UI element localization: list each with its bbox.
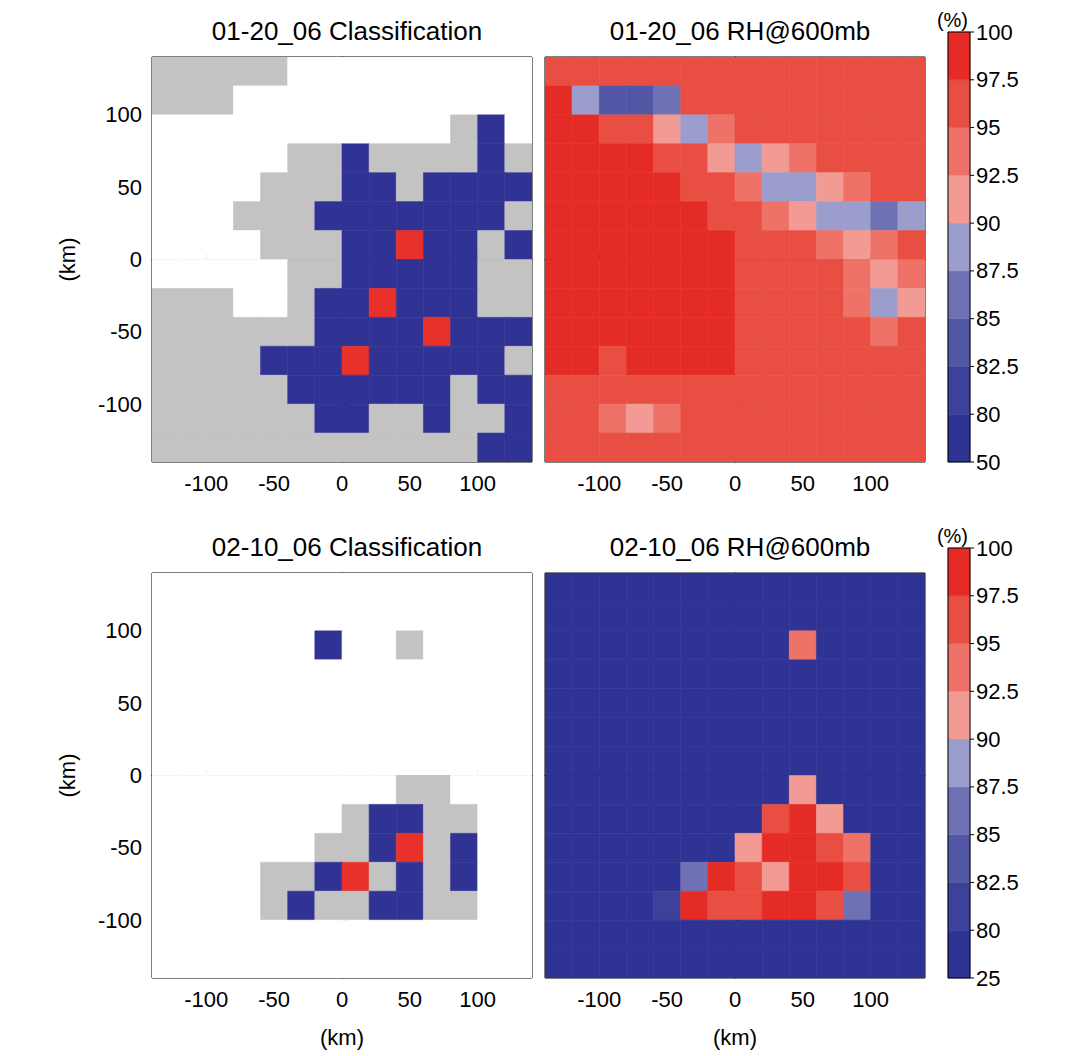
svg-text:-50: -50 bbox=[258, 987, 290, 1012]
svg-text:-50: -50 bbox=[651, 987, 683, 1012]
svg-text:0: 0 bbox=[130, 247, 142, 272]
svg-text:(%): (%) bbox=[937, 9, 968, 31]
svg-text:97.5: 97.5 bbox=[976, 583, 1019, 608]
svg-text:100: 100 bbox=[105, 618, 142, 643]
svg-text:(km): (km) bbox=[55, 754, 80, 798]
svg-text:100: 100 bbox=[459, 987, 496, 1012]
svg-text:-100: -100 bbox=[577, 471, 621, 496]
svg-text:02-10_06 Classification: 02-10_06 Classification bbox=[212, 532, 482, 562]
svg-text:01-20_06 Classification: 01-20_06 Classification bbox=[212, 16, 482, 46]
svg-text:50: 50 bbox=[976, 450, 1000, 475]
svg-text:25: 25 bbox=[976, 966, 1000, 991]
svg-text:50: 50 bbox=[791, 987, 815, 1012]
svg-text:-100: -100 bbox=[98, 392, 142, 417]
svg-text:85: 85 bbox=[976, 306, 1000, 331]
svg-text:0: 0 bbox=[130, 763, 142, 788]
svg-text:50: 50 bbox=[398, 987, 422, 1012]
svg-text:92.5: 92.5 bbox=[976, 163, 1019, 188]
svg-text:90: 90 bbox=[976, 211, 1000, 236]
svg-text:01-20_06 RH@600mb: 01-20_06 RH@600mb bbox=[610, 16, 871, 46]
svg-text:-100: -100 bbox=[577, 987, 621, 1012]
svg-text:80: 80 bbox=[976, 402, 1000, 427]
svg-text:50: 50 bbox=[398, 471, 422, 496]
svg-text:95: 95 bbox=[976, 115, 1000, 140]
svg-text:-100: -100 bbox=[184, 987, 228, 1012]
svg-text:-50: -50 bbox=[110, 319, 142, 344]
svg-text:-50: -50 bbox=[651, 471, 683, 496]
svg-text:92.5: 92.5 bbox=[976, 679, 1019, 704]
svg-text:0: 0 bbox=[336, 471, 348, 496]
svg-text:(%): (%) bbox=[937, 525, 968, 547]
svg-text:100: 100 bbox=[852, 987, 889, 1012]
svg-text:95: 95 bbox=[976, 631, 1000, 656]
svg-text:100: 100 bbox=[976, 20, 1013, 45]
svg-text:(km): (km) bbox=[320, 1025, 364, 1050]
svg-text:85: 85 bbox=[976, 822, 1000, 847]
svg-text:0: 0 bbox=[729, 471, 741, 496]
svg-text:82.5: 82.5 bbox=[976, 870, 1019, 895]
svg-text:90: 90 bbox=[976, 727, 1000, 752]
svg-text:82.5: 82.5 bbox=[976, 354, 1019, 379]
svg-text:50: 50 bbox=[118, 691, 142, 716]
svg-text:0: 0 bbox=[336, 987, 348, 1012]
svg-text:(km): (km) bbox=[713, 1025, 757, 1050]
svg-text:-100: -100 bbox=[184, 471, 228, 496]
svg-text:(km): (km) bbox=[55, 238, 80, 282]
svg-text:50: 50 bbox=[118, 175, 142, 200]
svg-text:100: 100 bbox=[105, 102, 142, 127]
svg-text:100: 100 bbox=[852, 471, 889, 496]
svg-text:87.5: 87.5 bbox=[976, 258, 1019, 283]
svg-text:50: 50 bbox=[791, 471, 815, 496]
svg-text:100: 100 bbox=[459, 471, 496, 496]
svg-text:0: 0 bbox=[729, 987, 741, 1012]
svg-text:80: 80 bbox=[976, 918, 1000, 943]
svg-text:87.5: 87.5 bbox=[976, 774, 1019, 799]
svg-text:02-10_06 RH@600mb: 02-10_06 RH@600mb bbox=[610, 532, 871, 562]
svg-text:-50: -50 bbox=[110, 835, 142, 860]
svg-text:-50: -50 bbox=[258, 471, 290, 496]
svg-text:100: 100 bbox=[976, 536, 1013, 561]
svg-text:97.5: 97.5 bbox=[976, 67, 1019, 92]
svg-text:-100: -100 bbox=[98, 908, 142, 933]
